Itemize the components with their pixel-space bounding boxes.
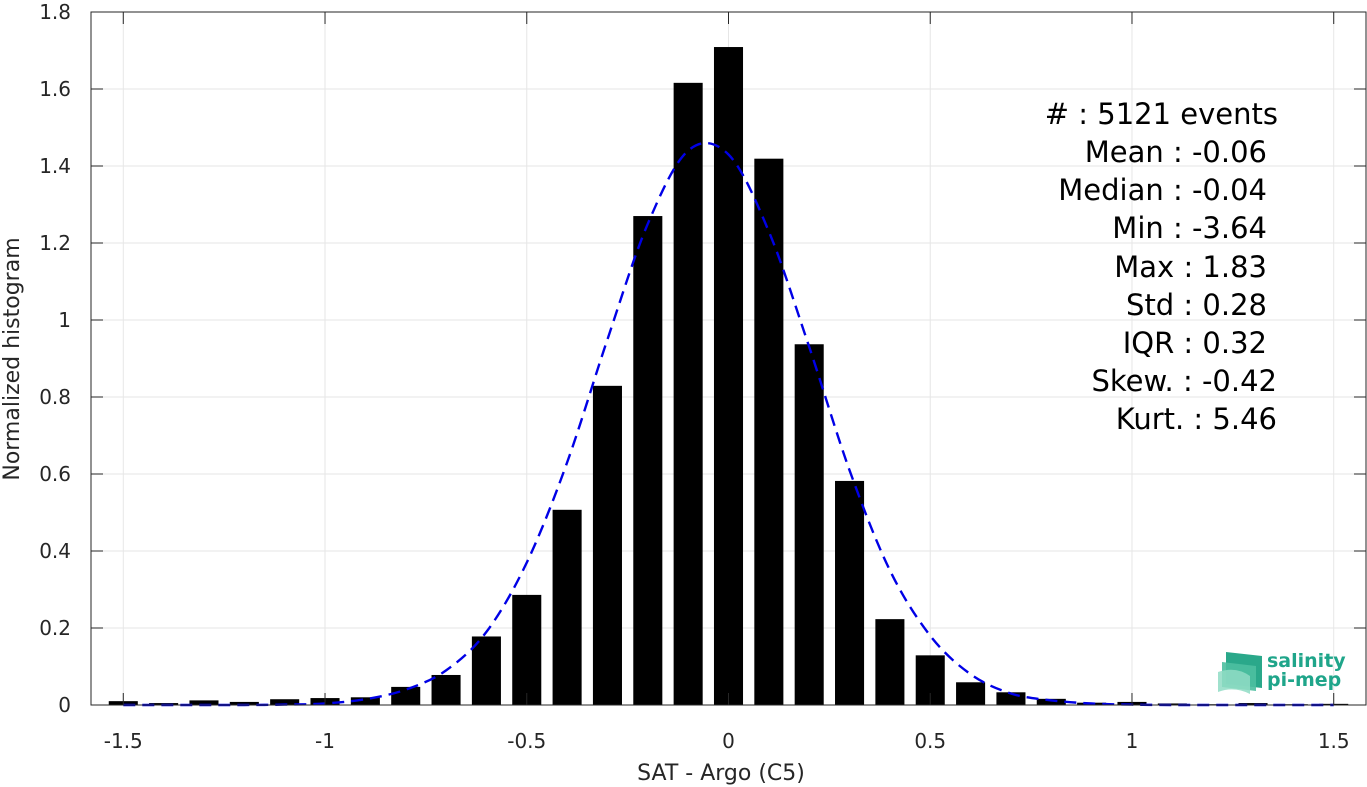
y-tick-label: 1.8 (39, 0, 71, 24)
y-tick-label: 0.4 (39, 539, 71, 563)
y-tick-label: 1.2 (39, 231, 71, 255)
y-tick-label: 0.2 (39, 616, 71, 640)
histogram-bar (1036, 698, 1066, 705)
histogram-bar (391, 686, 421, 705)
x-tick-label: -0.5 (507, 729, 546, 753)
y-tick-labels: 0 0.2 0.4 0.6 0.8 1 1.2 1.4 1.6 1.8 (39, 0, 71, 717)
logo-waves-icon (1218, 652, 1262, 694)
stat-iqr: IQR : 0.32 (1123, 326, 1267, 360)
stat-events: # : 5121 events (1045, 97, 1278, 131)
histogram-bar (512, 594, 542, 705)
histogram-bar (471, 636, 501, 705)
histogram-bar (754, 158, 784, 705)
histogram-bar (1238, 703, 1268, 705)
x-tick-label: 1 (1126, 729, 1139, 753)
stat-max: Max : 1.83 (1114, 250, 1267, 284)
histogram-bar (270, 699, 300, 705)
stat-kurt: Kurt. : 5.46 (1116, 402, 1277, 436)
stat-min: Min : -3.64 (1112, 211, 1267, 245)
histogram-bar (592, 385, 622, 705)
x-tick-label: 1.5 (1318, 729, 1350, 753)
x-tick-label: -1 (315, 729, 335, 753)
y-tick-label: 0.6 (39, 462, 71, 486)
x-tick-label: -1.5 (104, 729, 143, 753)
stat-mean: Mean : -0.06 (1085, 135, 1267, 169)
y-tick-label: 1.6 (39, 77, 71, 101)
histogram-bar (633, 216, 663, 706)
x-tick-label: 0.5 (914, 729, 946, 753)
histogram-bar (189, 700, 219, 705)
stat-median: Median : -0.04 (1058, 173, 1267, 207)
y-tick-label: 1.4 (39, 154, 71, 178)
y-tick-label: 0 (58, 693, 71, 717)
x-axis-label: SAT - Argo (C5) (637, 761, 805, 786)
histogram-bar (956, 682, 986, 705)
histogram-bar (229, 701, 259, 705)
histogram-bar (794, 344, 824, 705)
y-axis-label: Normalized histogram (0, 237, 25, 480)
x-tick-labels: -1.5 -1 -0.5 0 0.5 1 1.5 (104, 729, 1350, 753)
statistics-annotation: # : 5121 events Mean : -0.06 Median : -0… (1045, 97, 1278, 436)
salinity-pi-mep-logo: salinity pi-mep (1218, 650, 1346, 694)
stat-std: Std : 0.28 (1126, 288, 1267, 322)
histogram-bar (350, 697, 380, 705)
logo-text-salinity: salinity (1267, 650, 1346, 672)
x-tick-label: 0 (722, 729, 735, 753)
histogram-bar (431, 674, 461, 705)
histogram-bar (713, 47, 744, 706)
histogram-bar (875, 619, 905, 705)
gaussian-fit-line (123, 141, 1334, 707)
y-tick-label: 0.8 (39, 385, 71, 409)
histogram-bar (552, 509, 582, 705)
histogram-bar (1157, 703, 1187, 705)
logo-text-pi-mep: pi-mep (1267, 669, 1341, 691)
histogram-bar (835, 480, 865, 705)
axis-ticks (91, 11, 1366, 706)
y-tick-label: 1 (58, 308, 71, 332)
histogram-bar (673, 82, 703, 706)
stat-skew: Skew. : -0.42 (1091, 364, 1277, 398)
